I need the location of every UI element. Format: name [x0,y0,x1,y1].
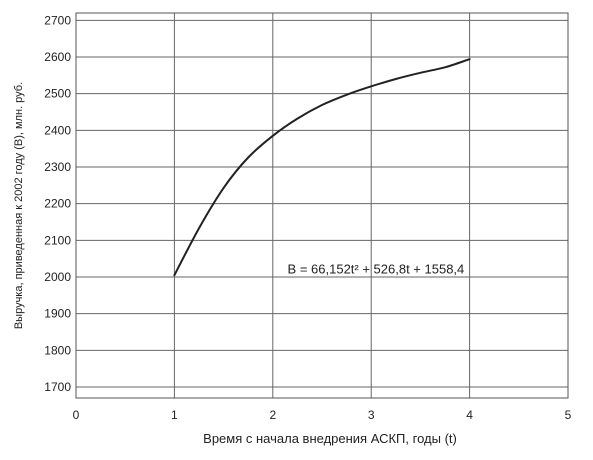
plot-frame [75,12,569,399]
y-tick-labels: 1700 1800 1900 2000 2100 2200 2300 2400 2500 2600… [44,13,71,394]
x-axis-label: Время с начала внедрения АСКП, годы (t) [203,431,457,446]
y-tick-label: 1800 [44,343,71,357]
y-tick-label: 1900 [44,307,71,321]
x-tick-label: 3 [368,408,375,422]
x-tick-label: 4 [466,408,473,422]
y-tick-label: 2000 [44,270,71,284]
y-tick-label: 2400 [44,123,71,137]
x-tick-labels: 0 1 2 3 4 5 [73,408,572,422]
x-tick-label: 0 [73,408,80,422]
y-tick-label: 2500 [44,87,71,101]
formula-annotation: В = 66,152t² + 526,8t + 1558,4 [288,261,465,276]
y-tick-label: 2600 [44,50,71,64]
y-axis-label: Выручка, приведенная к 2002 году (В), мл… [13,82,25,329]
y-tick-label: 2100 [44,233,71,247]
y-tick-label: 1700 [44,380,71,394]
x-tick-label: 1 [171,408,178,422]
y-tick-label: 2700 [44,13,71,27]
grid-layer [76,13,568,398]
x-tick-label: 5 [565,408,572,422]
revenue-curve [173,58,471,277]
x-tick-label: 2 [269,408,276,422]
y-tick-label: 2200 [44,197,71,211]
y-tick-label: 2300 [44,160,71,174]
